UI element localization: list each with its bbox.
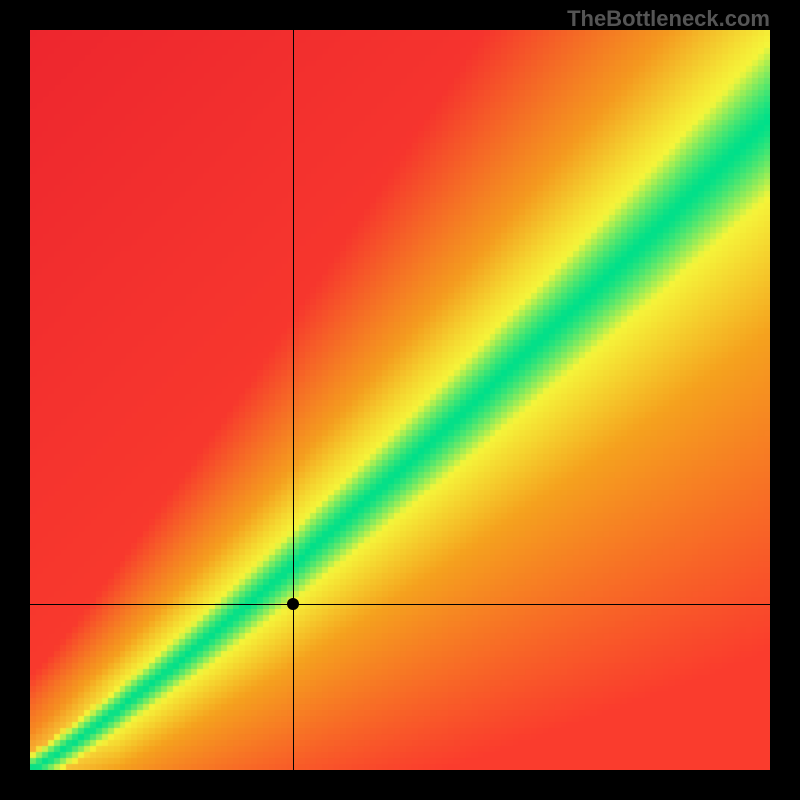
- heatmap-canvas: [30, 30, 770, 770]
- crosshair-vertical: [293, 30, 294, 770]
- data-point-marker: [287, 598, 299, 610]
- heatmap-plot: [30, 30, 770, 770]
- crosshair-horizontal: [30, 604, 770, 605]
- watermark-text: TheBottleneck.com: [567, 6, 770, 32]
